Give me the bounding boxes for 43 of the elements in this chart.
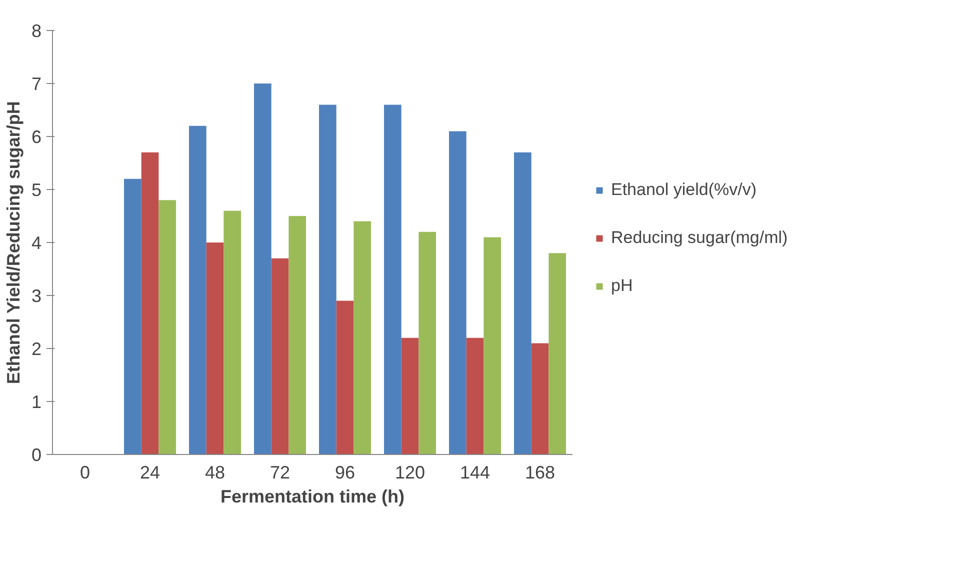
- y-tick-label: 6: [31, 127, 42, 147]
- x-tick-label: 144: [460, 462, 490, 482]
- bar: [449, 131, 466, 454]
- x-tick-label: 72: [270, 462, 290, 482]
- y-tick-label: 7: [31, 74, 42, 94]
- bar: [158, 200, 176, 454]
- bar: [354, 221, 371, 454]
- legend-label: pH: [611, 276, 633, 296]
- x-tick-label: 120: [394, 462, 426, 482]
- bar: [206, 242, 224, 454]
- y-tick-label: 1: [31, 392, 42, 412]
- bar: [514, 152, 532, 454]
- x-axis-title: Fermentation time (h): [220, 486, 405, 506]
- bar: [288, 216, 306, 454]
- bar: [319, 104, 336, 454]
- bar: [271, 258, 289, 454]
- bar: [484, 237, 501, 454]
- y-tick-label: 5: [31, 180, 42, 200]
- y-axis-title: Ethanol Yield/Reducing sugar/pH: [3, 101, 24, 384]
- bar: [336, 300, 354, 454]
- bar: [254, 84, 272, 454]
- bar: [401, 338, 419, 454]
- bar: [418, 232, 436, 454]
- x-tick-label: 0: [80, 462, 90, 482]
- y-tick-label: 0: [31, 445, 42, 465]
- bar: [384, 104, 402, 454]
- x-tick-label: 168: [524, 462, 556, 482]
- x-tick-label: 96: [334, 462, 356, 482]
- x-tick-label: 48: [204, 462, 226, 482]
- bar: [189, 126, 206, 454]
- y-tick-label: 4: [31, 233, 42, 253]
- y-tick-label: 3: [31, 286, 42, 306]
- y-tick-label: 2: [31, 339, 42, 359]
- legend-label: Reducing sugar(mg/ml): [611, 228, 788, 248]
- bar: [548, 253, 566, 454]
- x-tick-label: 24: [140, 462, 160, 482]
- legend-label: Ethanol yield(%v/v): [611, 180, 757, 200]
- bar: [141, 152, 159, 454]
- bar: [224, 210, 241, 454]
- y-tick-label: 8: [31, 21, 42, 41]
- bar: [466, 338, 484, 454]
- bar: [124, 178, 142, 454]
- bar: [531, 343, 549, 454]
